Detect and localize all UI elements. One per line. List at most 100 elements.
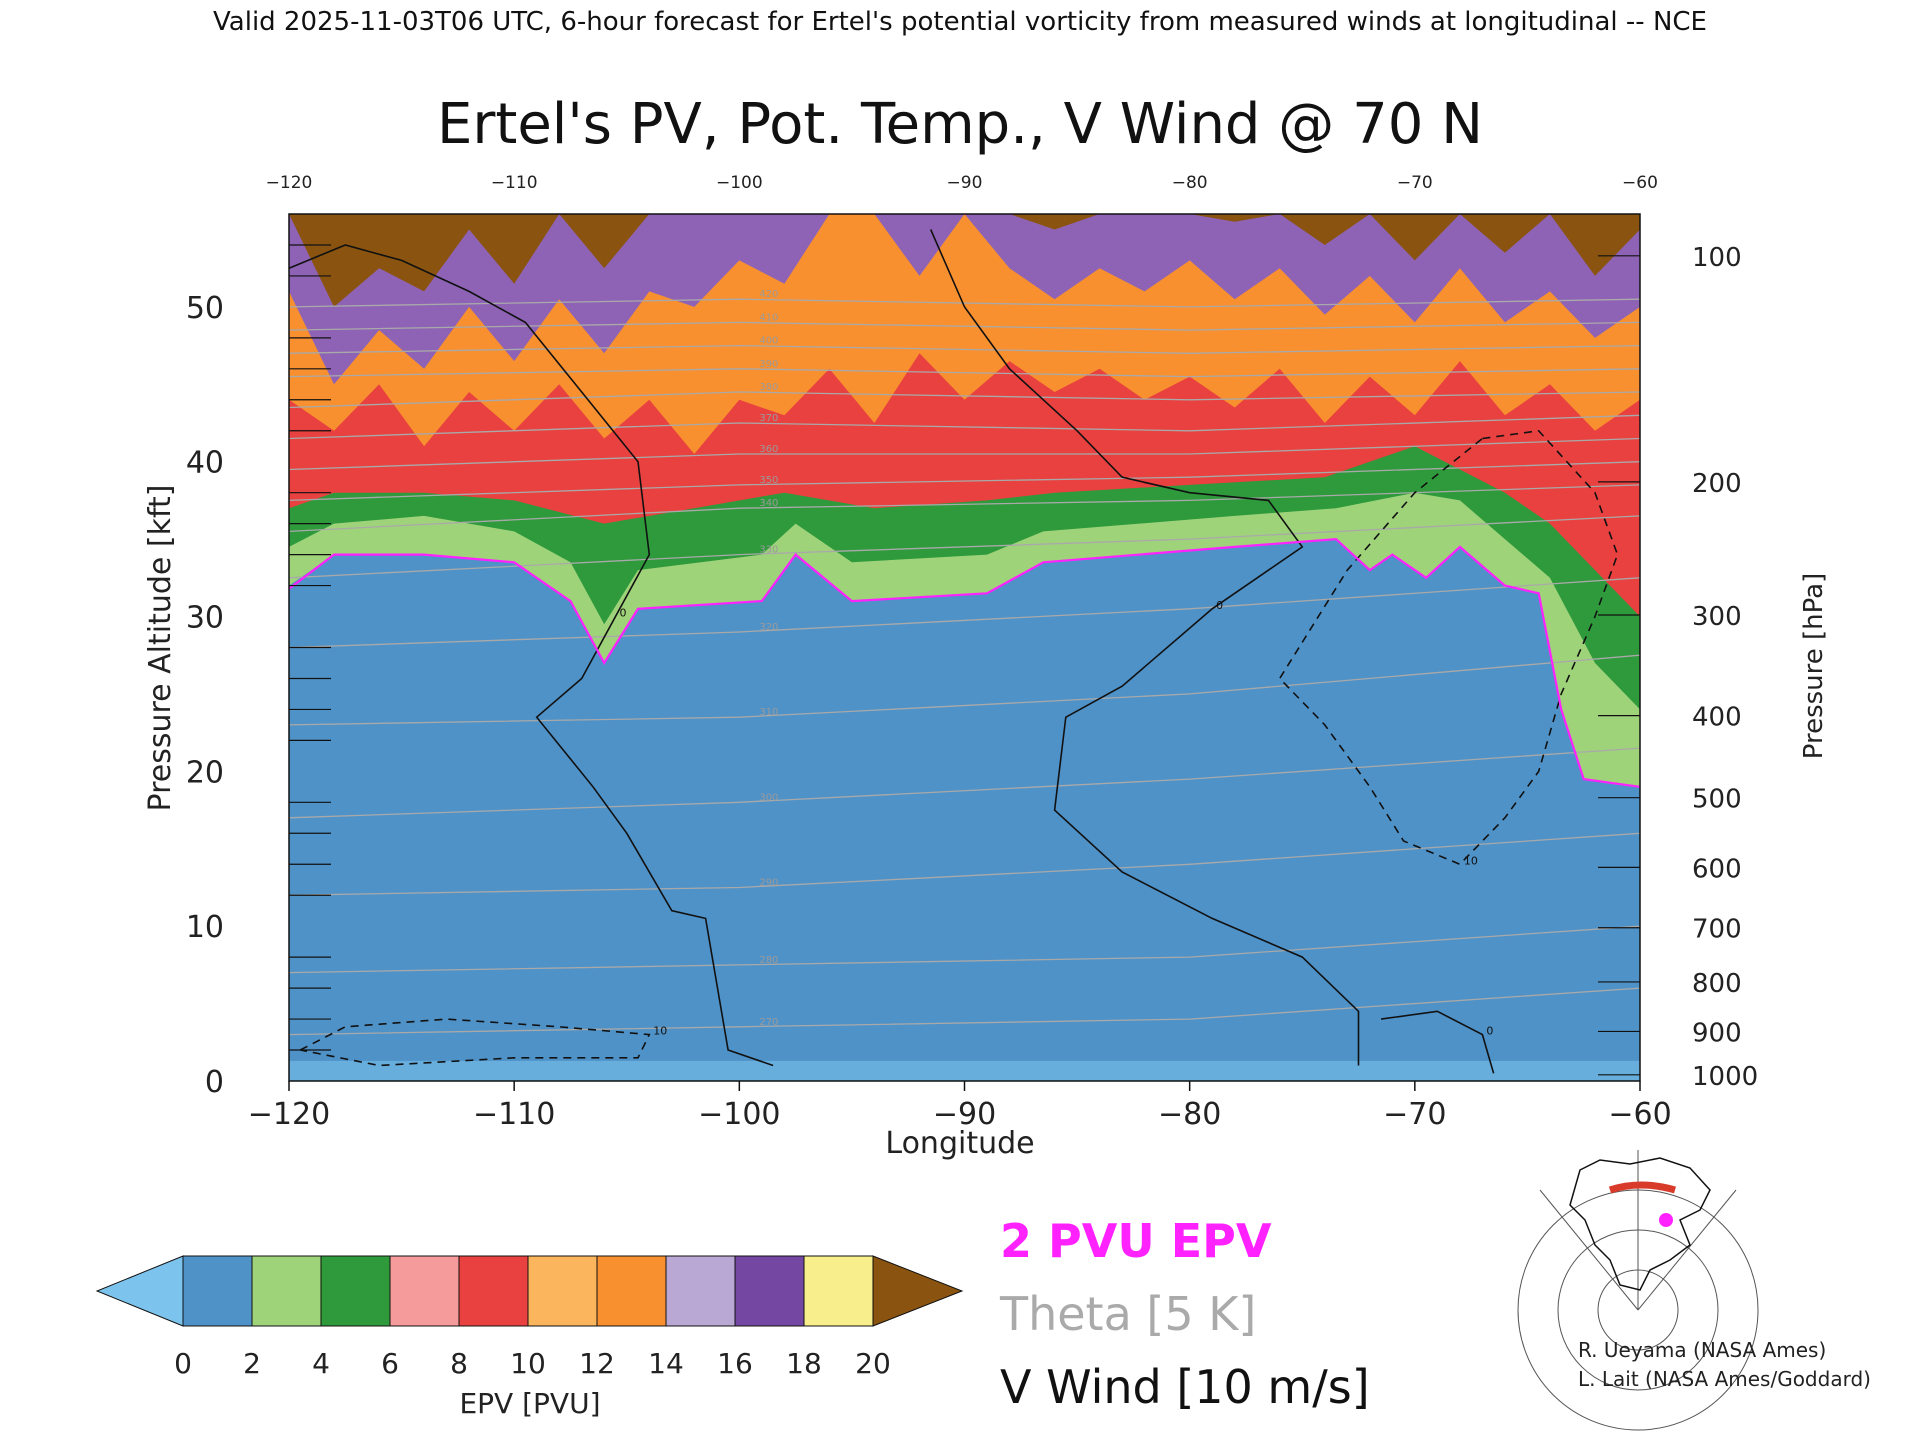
legend-vwind: V Wind [10 m/s] [1000, 1360, 1370, 1414]
x-tick-label: −110 [473, 1097, 555, 1132]
x-tick-label: −120 [248, 1097, 330, 1132]
x-tick-label: −100 [698, 1097, 780, 1132]
vwind-label: 0 [619, 607, 626, 620]
y-tick-label-right: 500 [1692, 785, 1742, 815]
y-tick-label-left: 20 [186, 755, 224, 790]
chart-title: Ertel's PV, Pot. Temp., V Wind @ 70 N [437, 92, 1483, 157]
pv-shading [289, 214, 1640, 1081]
y-tick-label-left: 40 [186, 446, 224, 481]
colorbar-tick-label: 6 [381, 1347, 399, 1380]
theta-contour [289, 515, 1640, 579]
colorbar: 0 2 4 6 8 10 12 14 16 18 20 [95, 1255, 964, 1380]
theta-contour [289, 654, 1640, 726]
theta-label: 340 [759, 498, 778, 509]
theta-label: 300 [759, 792, 778, 803]
theta-label: 270 [759, 1017, 778, 1028]
theta-label: 410 [759, 312, 778, 323]
credit-line-2: L. Lait (NASA Ames/Goddard) [1578, 1367, 1871, 1391]
theta-contour [289, 391, 1640, 409]
pv-band [289, 539, 1640, 1081]
colorbar-segment [458, 1255, 529, 1327]
y-tick-label-right: 600 [1692, 854, 1742, 884]
vwind-contours: 0 0 0 10 10 [289, 229, 1619, 1074]
x-tick-label: −90 [933, 1097, 996, 1132]
top-tick-label: −100 [716, 173, 763, 193]
map-meridian [1539, 1189, 1639, 1311]
theta-contour [289, 414, 1640, 440]
theta-contour [289, 747, 1640, 819]
top-tick-label: −80 [1172, 173, 1208, 193]
theta-label: 290 [759, 877, 778, 888]
colorbar-tick-label: 8 [450, 1347, 468, 1380]
y-tick-label-right: 100 [1692, 243, 1742, 273]
top-tick-label: −60 [1622, 173, 1658, 193]
y-tick-label-left: 30 [186, 601, 224, 636]
colorbar-tick-label: 18 [786, 1347, 822, 1380]
colorbar-tick-label: 20 [855, 1347, 891, 1380]
x-tick-label: −60 [1608, 1097, 1671, 1132]
map-meridian [1637, 1189, 1737, 1311]
colorbar-tick-label: 4 [312, 1347, 330, 1380]
vwind-contour [299, 1018, 651, 1067]
x-axis-label: Longitude [885, 1126, 1034, 1161]
map-coastline [1569, 1157, 1711, 1291]
theta-contour [289, 925, 1640, 974]
y-tick-label-right: 800 [1692, 969, 1742, 999]
colorbar-arrow-low [95, 1255, 184, 1327]
vwind-label: 10 [1464, 854, 1478, 867]
theta-contour [289, 344, 1640, 354]
locator-map [1517, 1150, 1759, 1431]
axes: −120 −110 −100 −90 −80 −70 −60 −120 −110 −100 −90 −… [186, 173, 1758, 1132]
theta-label: 380 [759, 382, 778, 393]
map-cross-section-path [1608, 1181, 1676, 1194]
vwind-contour [1380, 1010, 1495, 1074]
colorbar-segment [389, 1255, 460, 1327]
x-tick-label: −70 [1383, 1097, 1446, 1132]
colorbar-segment [527, 1255, 598, 1327]
colorbar-tick-label: 16 [717, 1347, 753, 1380]
colorbar-segment [734, 1255, 805, 1327]
top-tick-label: −110 [491, 173, 538, 193]
theta-label: 420 [759, 289, 778, 300]
y-tick-label-right: 1000 [1692, 1062, 1758, 1092]
y-tick-label-right: 900 [1692, 1018, 1742, 1048]
colorbar-tick-label: 12 [579, 1347, 615, 1380]
y-axis-label-right: Pressure [hPa] [1799, 573, 1829, 760]
vwind-label: 10 [653, 1025, 667, 1038]
theta-label: 280 [759, 955, 778, 966]
theta-contour [289, 368, 1640, 378]
top-tick-label: −70 [1397, 173, 1433, 193]
y-tick-label-left: 50 [186, 291, 224, 326]
header-text: Valid 2025-11-03T06 UTC, 6-hour forecast… [213, 7, 1707, 37]
y-tick-label-right: 400 [1692, 703, 1742, 733]
legend-pv: 2 PVU EPV [1000, 1214, 1272, 1268]
theta-contour [289, 298, 1640, 308]
vwind-label: 0 [1486, 1025, 1493, 1038]
y-tick-label-right: 200 [1692, 469, 1742, 499]
x-tick-label: −80 [1158, 1097, 1221, 1132]
theta-label: 400 [759, 336, 778, 347]
vwind-label: 0 [1216, 599, 1223, 612]
pv-2pvu-contour [289, 537, 1640, 788]
theta-contour [289, 577, 1640, 649]
theta-contours: 270 280 290 300 310 320 330 340 350 360 370 380 390 4… [289, 289, 1640, 1036]
theta-label: 330 [759, 545, 778, 556]
theta-label: 350 [759, 475, 778, 486]
theta-contour [289, 987, 1640, 1036]
theta-contour [289, 437, 1640, 471]
colorbar-label: EPV [PVU] [459, 1387, 600, 1420]
theta-contour [289, 461, 1640, 502]
colorbar-segment [596, 1255, 667, 1327]
colorbar-segment [182, 1255, 253, 1327]
colorbar-segment [665, 1255, 736, 1327]
map-location-marker [1659, 1213, 1673, 1227]
y-axis-label-left: Pressure Altitude [kft] [143, 485, 178, 812]
credit-line-1: R. Ueyama (NASA Ames) [1578, 1338, 1826, 1362]
top-tick-label: −90 [947, 173, 983, 193]
y-tick-label-right: 700 [1692, 915, 1742, 945]
theta-label: 360 [759, 444, 778, 455]
theta-label: 320 [759, 622, 778, 633]
colorbar-segment [251, 1255, 322, 1327]
